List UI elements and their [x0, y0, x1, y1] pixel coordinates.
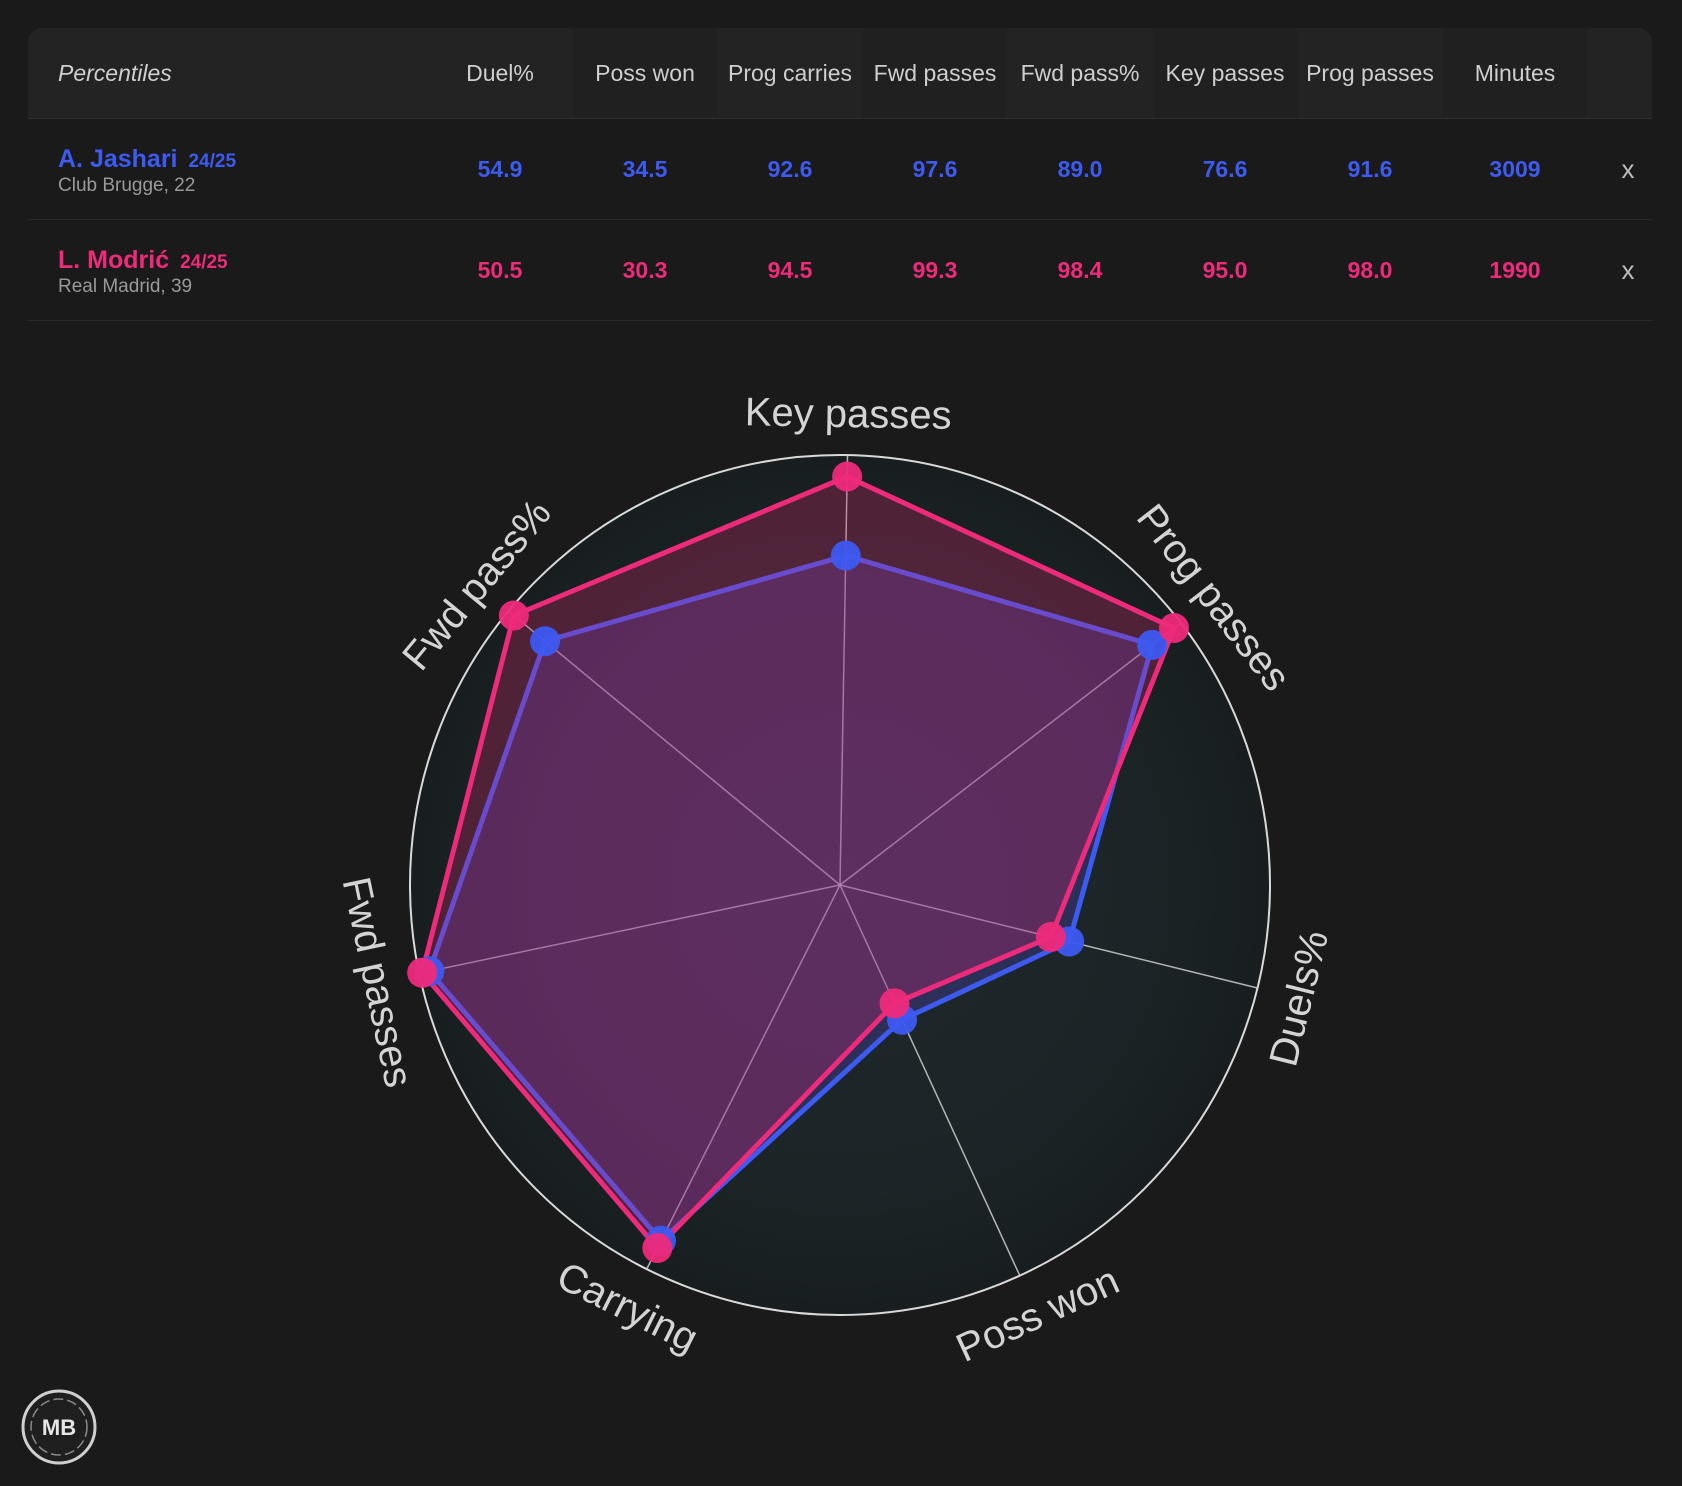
radar-axis-label: Fwd passes	[334, 873, 421, 1091]
radar-spoke	[839, 622, 1182, 886]
svg-text:MB: MB	[42, 1415, 76, 1440]
value-duel-pct: 54.9	[477, 155, 523, 182]
radar-series-1	[426, 553, 1155, 1244]
remove-player-button[interactable]: x	[1621, 153, 1635, 184]
value-minutes: 3009	[1489, 155, 1541, 182]
radar-point	[1158, 613, 1189, 644]
radar-point	[832, 461, 863, 492]
player-season: 24/25	[180, 252, 228, 273]
value-fwd-pass-pct: 89.0	[1057, 155, 1103, 182]
radar-axis-label: Duels%	[1261, 926, 1337, 1070]
mb-logo: MB	[21, 1389, 97, 1465]
value-key-passes: 76.6	[1202, 155, 1248, 182]
radar-spoke	[839, 455, 849, 886]
player-name[interactable]: L. Modrić 24/25	[58, 246, 228, 274]
header-poss-won[interactable]: Poss won	[573, 28, 717, 118]
header-duel-pct[interactable]: Duel%	[466, 59, 534, 86]
player-row-jashari: A. Jashari 24/25 Club Brugge, 22 54.9 34…	[28, 119, 1652, 220]
radar-spoke	[508, 610, 841, 886]
radar-point	[879, 988, 910, 1019]
player-meta: Club Brugge, 22	[58, 175, 196, 196]
value-prog-passes: 91.6	[1347, 155, 1393, 182]
value-fwd-pass-pct: 98.4	[1057, 256, 1103, 283]
header-fwd-pass-pct[interactable]: Fwd pass%	[1020, 59, 1140, 86]
value-prog-carries: 94.5	[767, 256, 813, 283]
radar-point	[407, 957, 438, 988]
remove-player-button[interactable]: x	[1621, 254, 1635, 285]
percentiles-table: Percentiles Duel% Poss won Prog carries …	[28, 28, 1652, 321]
value-fwd-passes: 97.6	[912, 155, 958, 182]
radar-spoke	[419, 884, 841, 975]
radar-axis-label: Key passes	[744, 390, 952, 438]
value-prog-carries: 92.6	[767, 155, 813, 182]
header-prog-passes[interactable]: Prog passes	[1306, 59, 1434, 86]
header-key-passes[interactable]: Key passes	[1153, 28, 1297, 118]
radar-point	[1137, 629, 1168, 660]
radar-point	[830, 540, 861, 571]
value-poss-won: 34.5	[622, 155, 668, 182]
value-duel-pct: 50.5	[477, 256, 523, 283]
value-poss-won: 30.3	[622, 256, 668, 283]
radar-series-2	[419, 474, 1177, 1251]
header-percentiles: Percentiles	[58, 59, 172, 86]
value-minutes: 1990	[1489, 256, 1541, 283]
header-fwd-passes[interactable]: Fwd passes	[863, 28, 1007, 118]
header-prog-carries[interactable]: Prog carries	[728, 59, 852, 86]
player-season: 24/25	[188, 151, 237, 172]
header-minutes[interactable]: Minutes	[1443, 28, 1587, 118]
table-header: Percentiles Duel% Poss won Prog carries …	[28, 28, 1652, 119]
radar-point	[530, 626, 561, 657]
radar-point	[642, 1232, 673, 1263]
value-prog-passes: 98.0	[1347, 256, 1393, 283]
radar-point	[498, 600, 529, 631]
radar-spoke	[839, 884, 1021, 1276]
value-key-passes: 95.0	[1202, 256, 1248, 283]
radar-point	[1035, 922, 1066, 953]
player-meta: Real Madrid, 39	[58, 276, 193, 297]
radar-spoke	[646, 884, 841, 1270]
player-row-modric: L. Modrić 24/25 Real Madrid, 39 50.5 30.…	[28, 220, 1652, 321]
player-name[interactable]: A. Jashari 24/25	[58, 145, 237, 173]
value-fwd-passes: 99.3	[912, 256, 958, 283]
